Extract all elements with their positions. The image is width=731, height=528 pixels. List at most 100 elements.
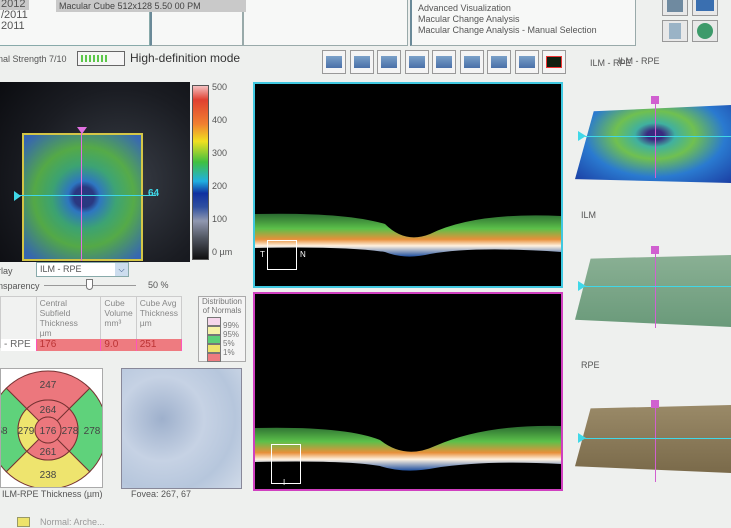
label-t: T	[260, 250, 265, 259]
surface-arrow-icon[interactable]	[578, 131, 586, 141]
chevron-down-icon[interactable]: ⌵	[115, 263, 128, 276]
fovea-caption: Fovea: 267, 67	[131, 489, 192, 499]
central-subfield-value: 176	[36, 339, 102, 351]
legend-title: of Normals	[202, 306, 242, 315]
refresh-button[interactable]	[692, 20, 718, 42]
toolbar-button[interactable]	[377, 50, 401, 74]
surface-rpe[interactable]	[575, 405, 731, 473]
normal-legend-swatch	[17, 517, 30, 527]
transparency-slider[interactable]	[44, 279, 136, 290]
legend-swatch	[207, 317, 221, 326]
header-cube-volume: Cube Volume mm³	[100, 297, 137, 339]
etdrs-value: 247	[40, 380, 57, 391]
delete-button[interactable]	[662, 20, 688, 42]
colorbar-tick: 100	[212, 214, 228, 224]
toolbar-button[interactable]	[514, 50, 539, 74]
save-button[interactable]	[662, 0, 688, 16]
etdrs-value: 238	[40, 470, 57, 481]
surface-vertical-line[interactable]	[655, 100, 656, 178]
bscan-horizontal[interactable]: T N	[253, 82, 563, 288]
legend-title: Distribution	[201, 297, 242, 306]
surface-marker-icon[interactable]	[651, 96, 659, 104]
horizontal-scan-line[interactable]	[16, 195, 156, 196]
layer-remove-icon	[353, 56, 370, 68]
exam-item[interactable]: 2012	[0, 0, 29, 10]
colorbar-tick: 300	[212, 148, 228, 158]
etdrs-chart-frame: 176 264 261 279 278 247 238 58 278	[0, 368, 103, 488]
overlay-label: rlay	[0, 266, 13, 276]
crosshair-icon	[463, 56, 480, 68]
fovea-image[interactable]	[121, 368, 242, 489]
surface-label-ilm-rpe: ILM - RPE	[618, 56, 660, 66]
surface-horizontal-line[interactable]	[585, 136, 731, 137]
etdrs-center	[34, 416, 62, 444]
etdrs-value: 261	[40, 447, 57, 458]
header-cube-avg: Cube Avg Thickness µm	[136, 297, 183, 339]
bscan-horizontal-image	[255, 213, 561, 257]
etdrs-value: 278	[84, 426, 101, 437]
etdrs-value: 58	[1, 426, 8, 437]
etdrs-value: 279	[18, 426, 35, 437]
surface-arrow-icon[interactable]	[578, 433, 586, 443]
analysis-list[interactable]: Advanced Visualization Macular Change An…	[410, 0, 636, 46]
overlay-select-value: ILM - RPE	[40, 264, 82, 274]
legend-swatch	[207, 344, 221, 353]
surface-vertical-line[interactable]	[655, 404, 656, 482]
colorbar-tick: 0 µm	[212, 247, 233, 257]
fundus-marker-value: 64	[148, 188, 160, 199]
surface-arrow-icon[interactable]	[578, 281, 586, 291]
exam-item[interactable]: /2011	[1, 9, 28, 21]
vertical-marker-icon[interactable]	[77, 127, 87, 134]
scan-item[interactable]: Macular Cube 512x128 5.50 00 PM	[56, 0, 246, 12]
surface-horizontal-line[interactable]	[585, 438, 731, 439]
colorbar-tick: 500	[212, 82, 228, 92]
toolbar-button[interactable]	[487, 50, 511, 74]
scan-region-box[interactable]	[271, 444, 301, 484]
horizontal-marker-icon[interactable]	[14, 191, 21, 201]
row-label: - RPE	[1, 339, 37, 351]
hd-mode-label: High-definition mode	[130, 51, 241, 65]
footer-text: Normal: Arche...	[40, 517, 105, 527]
layer-stack-icon	[381, 56, 397, 68]
colorbar-tick: 200	[212, 181, 228, 191]
legend-level: 5%	[223, 339, 235, 348]
print-button[interactable]	[692, 0, 718, 16]
surface-vertical-line[interactable]	[655, 250, 656, 328]
overlay-select[interactable]: ILM - RPE ⌵	[36, 262, 129, 277]
surface-horizontal-line[interactable]	[585, 286, 731, 287]
surface-ilm[interactable]	[575, 255, 731, 327]
transparency-value: 50 %	[148, 280, 169, 290]
scan-region-box[interactable]	[267, 240, 297, 270]
surface-label-rpe: RPE	[581, 360, 600, 370]
vertical-scan-line[interactable]	[81, 133, 82, 261]
toolbar-button[interactable]	[542, 50, 566, 74]
toolbar-button[interactable]	[322, 50, 346, 74]
scan-list-right	[243, 0, 408, 46]
surface-marker-icon[interactable]	[651, 246, 659, 254]
surface-ilm-rpe[interactable]	[575, 105, 731, 183]
bscan-vertical[interactable]: I	[253, 292, 563, 491]
toolbar-button[interactable]	[349, 50, 374, 74]
center-map-icon	[546, 56, 562, 68]
slider-thumb[interactable]	[86, 279, 93, 290]
toolbar-button[interactable]	[432, 50, 456, 74]
colorbar-tick: 400	[212, 115, 228, 125]
toolbar-button[interactable]	[459, 50, 484, 74]
analysis-item[interactable]: Macular Change Analysis	[418, 14, 520, 24]
analysis-item[interactable]: Advanced Visualization	[418, 3, 511, 13]
label-i: I	[283, 478, 286, 487]
surface-marker-icon[interactable]	[651, 400, 659, 408]
etdrs-value: 264	[40, 405, 57, 416]
signal-strength-bar	[77, 51, 125, 66]
header-central-subfield: Central Subfield Thickness µm	[36, 297, 102, 339]
signal-strength-label: nal Strength 7/10	[0, 54, 67, 64]
label-n: N	[300, 250, 306, 259]
fundus-image[interactable]: 64	[0, 82, 190, 262]
analysis-item[interactable]: Macular Change Analysis - Manual Selecti…	[418, 25, 597, 35]
colorbar	[192, 85, 209, 260]
disc-refresh-icon	[518, 56, 535, 68]
exam-item[interactable]: 2011	[1, 20, 25, 32]
toolbar-button[interactable]	[404, 50, 429, 74]
etdrs-value: 278	[62, 426, 79, 437]
transparency-label: nsparency	[0, 281, 40, 291]
